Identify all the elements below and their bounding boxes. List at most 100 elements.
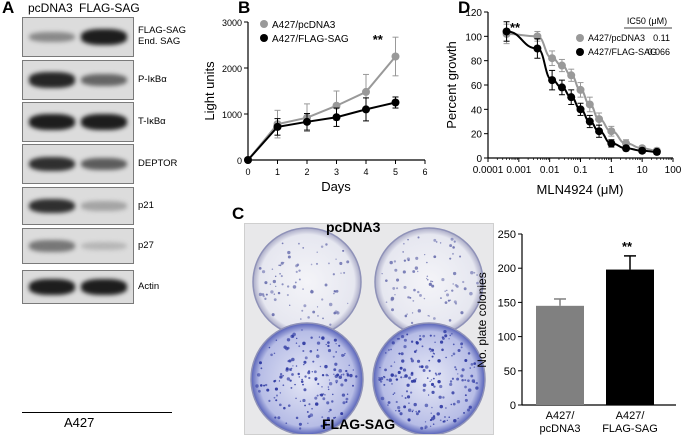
colony-dot [413,288,416,292]
growth-curve-chart: 0 1 2 3 4 5 6 0 1000 2000 3000 Days Light units **… [202,18,428,194]
y-tick-label: 60 [471,81,483,92]
colony-dot [384,352,387,354]
colony-dot [352,369,354,371]
colony-dot [388,378,393,382]
colony-dot [333,292,335,295]
photo-label-pcdna3: pcDNA3 [326,219,381,235]
dose-response-series [502,21,661,156]
colony-dot [385,279,388,282]
colony-dot [424,425,428,429]
lane-header-flag-sag: FLAG-SAG [79,1,140,15]
colony-dot [422,383,427,387]
colony-dot [346,302,349,305]
blot-label: T-IκBα [138,115,166,127]
colony-dot [446,419,448,422]
colony-dot [278,380,281,382]
data-point [332,113,341,122]
colony-dot [428,282,432,286]
colony-dot [415,256,419,260]
colony-dot [316,394,319,397]
data-point [595,127,604,136]
colony-dot [302,383,304,386]
colony-dot [449,257,452,260]
colony-dot [451,289,454,292]
colony-dot [275,339,278,341]
colony-dot [324,283,328,287]
colony-dot [304,404,306,407]
colony-dot [333,373,335,376]
colony-dot [320,245,324,248]
data-point [362,87,370,96]
data-point [576,105,585,114]
colony-dot [307,422,309,425]
colony-dot [428,369,431,372]
colony-dot [301,309,304,312]
colony-dot [449,244,453,247]
colony-dot [378,377,380,379]
colony-dot [279,403,282,407]
colony-dot [339,261,343,266]
colony-dot [402,251,404,253]
colony-dot [346,260,350,264]
colony-dot [407,408,412,412]
x-tick-label: 0.001 [506,165,531,176]
dose-response-significance: ** [510,20,521,35]
colony-dot [457,348,461,353]
colony-dot [334,416,337,419]
colony-dot [288,359,292,363]
colony-dot [264,297,267,300]
blot-strip [22,270,134,304]
data-point [557,83,566,92]
colony-dot [311,371,313,373]
colony-dot [324,364,328,369]
colony-dot [326,416,330,420]
colony-dot [328,379,331,381]
colony-dot [302,341,306,346]
colony-dot [303,360,307,364]
colony-dot [453,418,457,423]
colony-dot [321,385,323,388]
colony-dot [445,293,450,297]
colony-dot [452,271,457,276]
colony-dot [468,405,472,409]
x-tick-label: 100 [665,165,682,176]
colony-dot [410,321,414,325]
colony-dot [285,422,288,425]
colony-dot [300,380,304,383]
y-tick-label: 250 [498,229,516,241]
colony-dot [289,304,291,306]
colony-dot [391,308,394,312]
colony-dot [403,259,407,262]
colony-dot [396,338,399,340]
colony-dot [410,391,413,394]
colony-dot [433,417,436,419]
colony-dot [333,338,337,342]
colony-dot [449,382,453,387]
data-point [638,146,647,155]
colony-dot [289,379,292,382]
colony-dot [422,368,426,372]
colony-dot [300,318,302,320]
y-tick-label: 100 [498,332,516,344]
x-tick-label: 5 [393,167,398,177]
colony-bar [536,305,584,405]
colony-dot [467,408,470,412]
colony-dot [298,376,301,378]
colony-dot [316,314,319,317]
colony-dot [456,399,461,404]
colony-plates [250,227,486,436]
colony-dot [439,384,443,389]
colony-dot [473,362,477,365]
colony-dot [295,365,298,367]
colony-dot [342,249,345,252]
colony-dot [287,250,291,255]
colony-dot [322,397,326,401]
colony-dot [395,378,399,381]
colony-dot [346,372,349,375]
colony-dot [385,301,388,303]
colony-dot [265,293,268,296]
colony-dot [311,407,313,410]
y-tick-label: 1000 [222,110,242,120]
colony-dot [401,395,404,397]
colony-dot [327,341,330,344]
